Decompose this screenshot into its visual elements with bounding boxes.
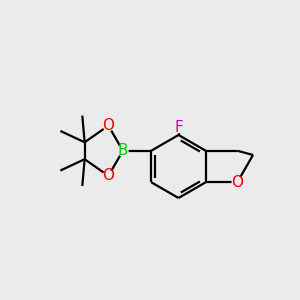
Text: O: O	[231, 175, 243, 190]
Text: O: O	[102, 168, 114, 183]
Circle shape	[232, 177, 242, 187]
Circle shape	[103, 121, 113, 131]
Circle shape	[103, 171, 113, 181]
Text: B: B	[118, 143, 128, 158]
Circle shape	[118, 146, 128, 156]
Text: O: O	[102, 118, 114, 133]
Text: F: F	[174, 120, 183, 135]
Circle shape	[173, 122, 184, 133]
